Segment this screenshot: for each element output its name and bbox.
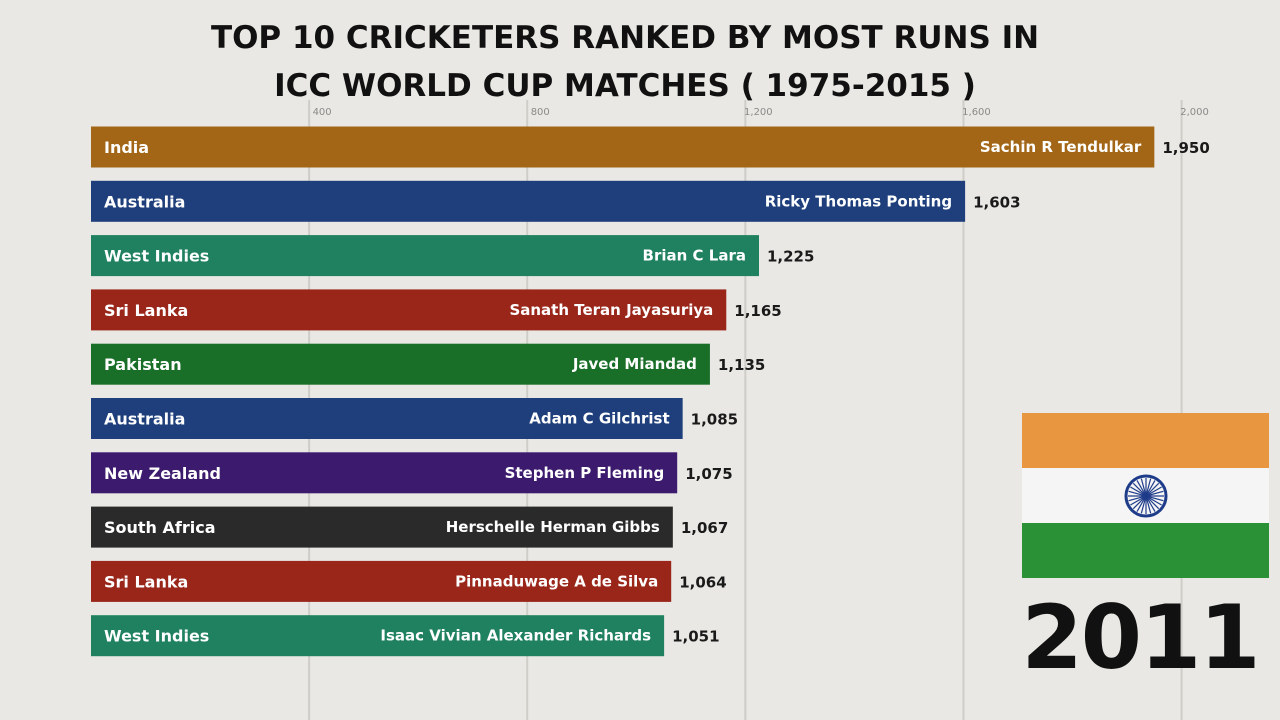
bar-row: West Indies Brian C Lara 1,225 [91,235,814,276]
player-name-label: Isaac Vivian Alexander Richards [380,627,651,645]
value-label: 1,067 [681,519,728,537]
bar-row: West Indies Isaac Vivian Alexander Richar… [91,615,720,656]
country-label: West Indies [104,247,209,266]
bar-row: Australia Ricky Thomas Ponting 1,603 [91,181,1021,222]
country-label: South Africa [104,518,216,537]
value-label: 1,085 [691,411,738,429]
value-label: 1,064 [679,573,726,591]
x-tick-label: 400 [313,107,332,118]
country-label: New Zealand [104,464,221,483]
country-label: Sri Lanka [104,572,188,591]
x-tick-label: 1,600 [962,107,991,118]
player-name-label: Javed Miandad [572,355,697,373]
country-label: West Indies [104,627,209,646]
value-label: 1,165 [734,302,781,320]
player-name-label: Herschelle Herman Gibbs [446,518,660,536]
x-tick-label: 2,000 [1180,107,1209,118]
value-label: 1,075 [685,465,732,483]
player-name-label: Stephen P Fleming [505,464,665,482]
ashoka-chakra-icon [1123,473,1169,519]
country-label: Sri Lanka [104,301,188,320]
value-label: 1,051 [672,628,719,646]
player-name-label: Ricky Thomas Ponting [765,192,952,210]
bar-row: New Zealand Stephen P Fleming 1,075 [91,452,733,493]
bar-row: Sri Lanka Sanath Teran Jayasuriya 1,165 [91,289,782,330]
value-label: 1,950 [1162,139,1209,157]
country-label: Pakistan [104,355,182,374]
player-name-label: Sanath Teran Jayasuriya [509,301,713,319]
bar-row: India Sachin R Tendulkar 1,950 [91,127,1210,168]
year-label: 2011 [1020,588,1260,688]
country-label: Australia [104,410,185,429]
country-label: Australia [104,192,185,211]
bar-row: Sri Lanka Pinnaduwage A de Silva 1,064 [91,561,727,602]
player-name-label: Adam C Gilchrist [529,410,669,428]
bar-row: South Africa Herschelle Herman Gibbs 1,067 [91,507,728,548]
bar-row: Pakistan Javed Miandad 1,135 [91,344,765,385]
value-label: 1,225 [767,248,814,266]
x-tick-label: 800 [531,107,550,118]
x-tick-label: 1,200 [744,107,773,118]
value-label: 1,603 [973,193,1020,211]
bar-row: Australia Adam C Gilchrist 1,085 [91,398,738,439]
player-name-label: Pinnaduwage A de Silva [455,572,658,590]
india-flag-icon [1022,413,1269,578]
flag-saffron-stripe [1022,413,1269,468]
flag-green-stripe [1022,523,1269,578]
player-name-label: Brian C Lara [643,247,746,265]
country-label: India [104,138,149,157]
value-label: 1,135 [718,356,765,374]
player-name-label: Sachin R Tendulkar [980,138,1142,156]
